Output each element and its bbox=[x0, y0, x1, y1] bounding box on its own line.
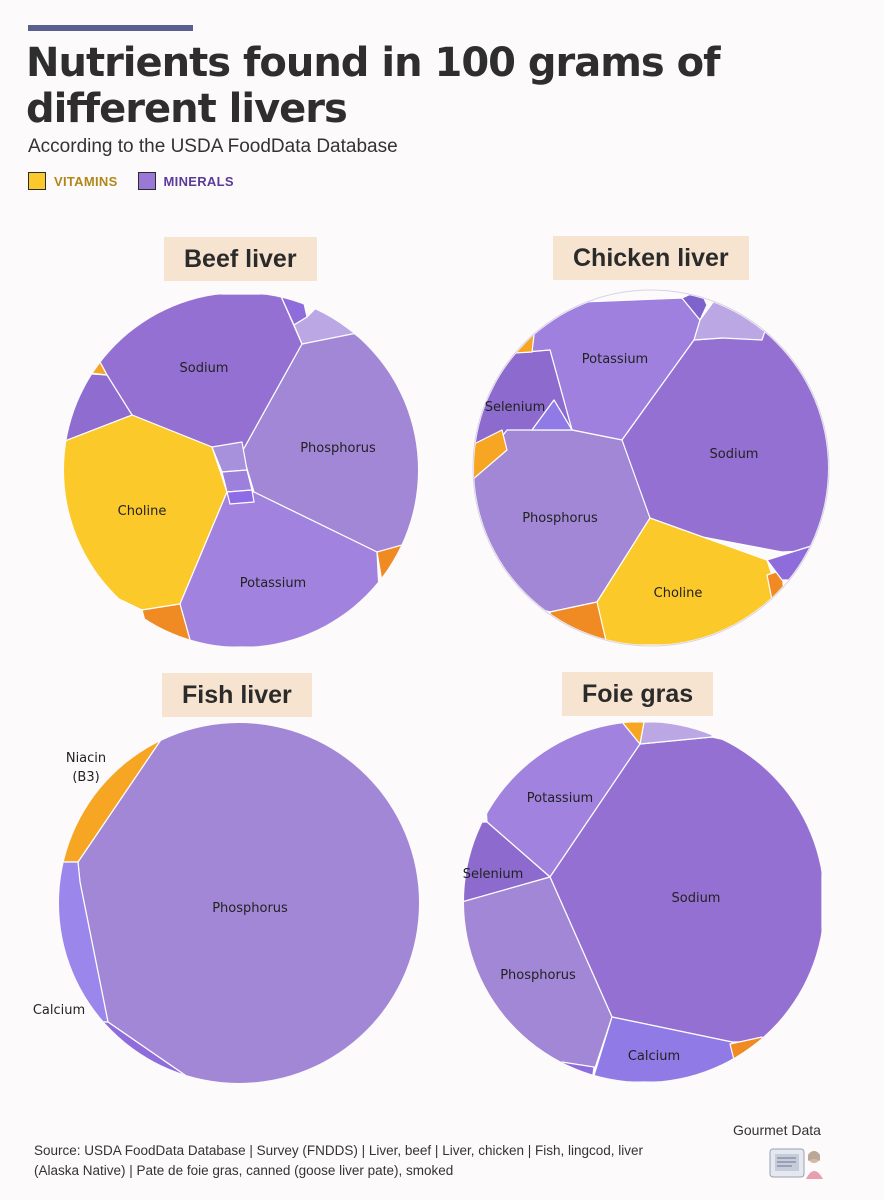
panel-title-chicken-liver: Chicken liver bbox=[553, 236, 749, 280]
legend-swatch-vitamins bbox=[28, 172, 46, 190]
fish-label-calcium: Calcium bbox=[33, 1003, 85, 1018]
accent-bar bbox=[28, 25, 193, 31]
chicken-seg-vitamin-small-1 bbox=[474, 429, 508, 481]
beef-seg-mineral-tiny-5 bbox=[226, 489, 255, 505]
panel-title-beef-liver: Beef liver bbox=[164, 237, 317, 281]
beef-label-choline: Choline bbox=[118, 504, 167, 519]
foie-label-calcium: Calcium bbox=[628, 1049, 680, 1064]
foie-seg-vitamin-small-1 bbox=[621, 722, 645, 745]
foie-label-phosphorus: Phosphorus bbox=[500, 968, 576, 983]
legend-item-minerals: MINERALS bbox=[137, 172, 234, 190]
fish-outside-labels: Niacin (B3) Calcium bbox=[33, 751, 106, 1018]
legend-swatch-minerals bbox=[137, 172, 156, 190]
chicken-label-potassium: Potassium bbox=[582, 352, 648, 367]
brand-name: Gourmet Data bbox=[733, 1122, 821, 1138]
foie-seg-calcium bbox=[591, 1016, 743, 1082]
chart-foie-gras: Potassium Selenium Sodium Phosphorus Cal… bbox=[463, 722, 823, 1082]
chart-title: Nutrients found in 100 grams of differen… bbox=[26, 40, 721, 132]
legend: VITAMINS MINERALS bbox=[28, 172, 234, 190]
chart-subtitle: According to the USDA FoodData Database bbox=[28, 136, 398, 157]
legend-label-vitamins: VITAMINS bbox=[54, 173, 118, 189]
chicken-label-selenium: Selenium bbox=[485, 400, 546, 415]
panel-title-fish-liver: Fish liver bbox=[162, 673, 312, 717]
foie-label-selenium: Selenium bbox=[463, 867, 524, 882]
brand-logo-icon bbox=[769, 1148, 823, 1179]
chicken-label-sodium: Sodium bbox=[710, 447, 759, 462]
chicken-seg-mineral-tiny-2 bbox=[531, 399, 573, 431]
foie-label-potassium: Potassium bbox=[527, 791, 593, 806]
fish-label-niacin-b3: (B3) bbox=[72, 770, 99, 785]
chart-beef-liver: Sodium Phosphorus Choline Potassium bbox=[64, 293, 418, 647]
beef-seg-mineral-tiny-4 bbox=[221, 469, 253, 493]
fish-label-phosphorus: Phosphorus bbox=[212, 901, 288, 916]
foie-label-sodium: Sodium bbox=[672, 891, 721, 906]
chicken-label-phosphorus: Phosphorus bbox=[522, 511, 598, 526]
legend-item-vitamins: VITAMINS bbox=[28, 172, 118, 190]
beef-label-sodium: Sodium bbox=[180, 361, 229, 376]
chart-fish-liver: Phosphorus bbox=[59, 723, 419, 1083]
chicken-label-choline: Choline bbox=[654, 586, 703, 601]
beef-label-potassium: Potassium bbox=[240, 576, 306, 591]
fish-label-niacin: Niacin bbox=[66, 751, 106, 766]
legend-label-minerals: MINERALS bbox=[163, 173, 234, 189]
beef-label-phosphorus: Phosphorus bbox=[300, 441, 376, 456]
panel-title-foie-gras: Foie gras bbox=[562, 672, 714, 716]
chart-chicken-liver: Potassium Selenium Sodium Phosphorus Cho… bbox=[472, 289, 830, 647]
source-note: Source: USDA FoodData Database | Survey … bbox=[34, 1143, 644, 1178]
chicken-seg-mineral-small-1 bbox=[693, 291, 773, 341]
